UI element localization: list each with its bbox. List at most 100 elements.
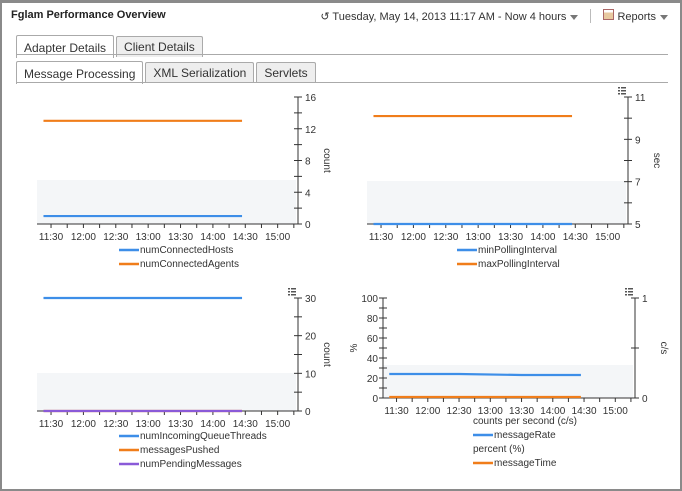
tab-adapter-details[interactable]: Adapter Details	[16, 35, 115, 58]
tab-xml-serialization[interactable]: XML Serialization	[145, 62, 255, 83]
legend-label: numIncomingQueueThreads	[140, 431, 267, 442]
legend-label: messagesPushed	[140, 445, 220, 456]
y-axis-label: count	[321, 342, 332, 367]
x-tick-label: 14:30	[563, 232, 588, 243]
tab-message-processing[interactable]: Message Processing	[16, 61, 144, 84]
chart-menu-icon	[288, 288, 290, 290]
y-tick-label: 80	[367, 314, 379, 325]
plot-band	[367, 181, 626, 224]
main-tabs: Adapter Details Client Details	[16, 34, 203, 58]
x-tick-label: 14:30	[233, 232, 258, 243]
x-tick-label: 12:00	[401, 232, 426, 243]
y-tick-label: 20	[367, 374, 379, 385]
x-tick-label: 15:00	[265, 419, 290, 430]
y-tick-label: 8	[305, 157, 311, 168]
x-tick-label: 14:00	[200, 419, 225, 430]
legend-label: numConnectedHosts	[140, 245, 233, 256]
chart-menu-icon	[618, 93, 620, 95]
chart-menu-icon	[291, 288, 296, 290]
chart-menu-icon	[625, 294, 627, 296]
x-tick-label: 11:30	[39, 232, 64, 243]
plot-band	[37, 373, 296, 411]
chart-menu-icon	[625, 288, 627, 290]
subtab-divider	[16, 82, 668, 83]
chart-menu-icon	[621, 90, 626, 92]
reports-label: Reports	[617, 11, 656, 23]
x-tick-label: 14:00	[200, 232, 225, 243]
chart-menu-icon	[621, 87, 626, 89]
chart-menu-icon	[628, 288, 633, 290]
time-range-selector[interactable]: ↺ Tuesday, May 14, 2013 11:17 AM - Now 4…	[320, 10, 579, 23]
report-icon	[603, 9, 615, 20]
tab-client-details[interactable]: Client Details	[116, 36, 203, 57]
chart-menu-icon	[618, 87, 620, 89]
x-tick-label: 14:00	[530, 232, 555, 243]
x-tick-label: 13:30	[168, 232, 193, 243]
x-tick-label: 13:30	[168, 419, 193, 430]
chevron-down-icon	[570, 14, 579, 20]
y-tick-label: 1	[642, 294, 648, 305]
chart-menu-icon	[288, 291, 290, 293]
x-tick-label: 13:30	[498, 232, 523, 243]
x-tick-label: 13:00	[136, 419, 161, 430]
x-tick-label: 12:00	[71, 419, 96, 430]
x-tick-label: 15:00	[265, 232, 290, 243]
clock-arrow-icon: ↺	[320, 10, 333, 23]
chart-menu-icon	[628, 291, 633, 293]
x-tick-label: 12:30	[103, 419, 128, 430]
y-axis-label: c/s	[658, 342, 669, 355]
x-tick-label: 12:30	[433, 232, 458, 243]
plot-band	[37, 180, 296, 224]
y-tick-label: 16	[305, 93, 317, 104]
page-title: Fglam Performance Overview	[11, 9, 166, 21]
x-tick-label: 12:30	[447, 406, 472, 417]
x-tick-label: 12:00	[415, 406, 440, 417]
x-tick-label: 14:00	[540, 406, 565, 417]
legend-label: numConnectedAgents	[140, 259, 239, 270]
y-tick-label: 9	[635, 135, 641, 146]
y-tick-label: 100	[361, 294, 378, 305]
series-line-messageRate	[389, 372, 581, 377]
divider	[590, 9, 592, 23]
x-tick-label: 12:30	[103, 232, 128, 243]
x-tick-label: 11:30	[39, 419, 64, 430]
reports-menu[interactable]: Reports	[603, 9, 668, 23]
tab-divider	[16, 54, 668, 55]
y-tick-label: 60	[367, 334, 379, 345]
legend-label: numPendingMessages	[140, 459, 242, 470]
y-tick-label: 0	[305, 407, 311, 418]
legend-group-label: counts per second (c/s)	[473, 416, 577, 427]
y-tick-label: 7	[635, 178, 641, 189]
sub-tabs: Message Processing XML Serialization Ser…	[16, 60, 316, 84]
tab-servlets[interactable]: Servlets	[256, 62, 316, 83]
chart-menu-icon	[625, 291, 627, 293]
chevron-down-icon	[660, 15, 668, 20]
y-tick-label: 11	[635, 93, 646, 104]
y-tick-label: 0	[642, 394, 648, 405]
x-tick-label: 13:00	[478, 406, 503, 417]
y-axis-label: count	[321, 148, 332, 173]
y-tick-label: 4	[305, 188, 311, 199]
y-tick-label: 0	[372, 394, 378, 405]
x-tick-label: 14:30	[233, 419, 258, 430]
x-tick-label: 12:00	[71, 232, 96, 243]
x-tick-label: 13:00	[136, 232, 161, 243]
y-tick-label: 5	[635, 220, 641, 231]
y-axis-label: sec	[651, 153, 662, 169]
legend-label: maxPollingInterval	[478, 259, 560, 270]
y-tick-label: 20	[305, 332, 317, 343]
x-tick-label: 11:30	[369, 232, 394, 243]
legend-label: minPollingInterval	[478, 245, 557, 256]
y-tick-label: 12	[305, 125, 317, 136]
legend-label: messageTime	[494, 458, 557, 469]
chart-menu-icon	[288, 294, 290, 296]
chart-menu-icon	[618, 90, 620, 92]
chart-menu-icon	[621, 93, 626, 95]
legend-label: messageRate	[494, 430, 556, 441]
chart-menu-icon	[291, 291, 296, 293]
plot-band	[383, 365, 633, 398]
y-tick-label: 10	[305, 369, 317, 380]
x-tick-label: 14:30	[572, 406, 597, 417]
y-tick-label: 0	[305, 220, 311, 231]
